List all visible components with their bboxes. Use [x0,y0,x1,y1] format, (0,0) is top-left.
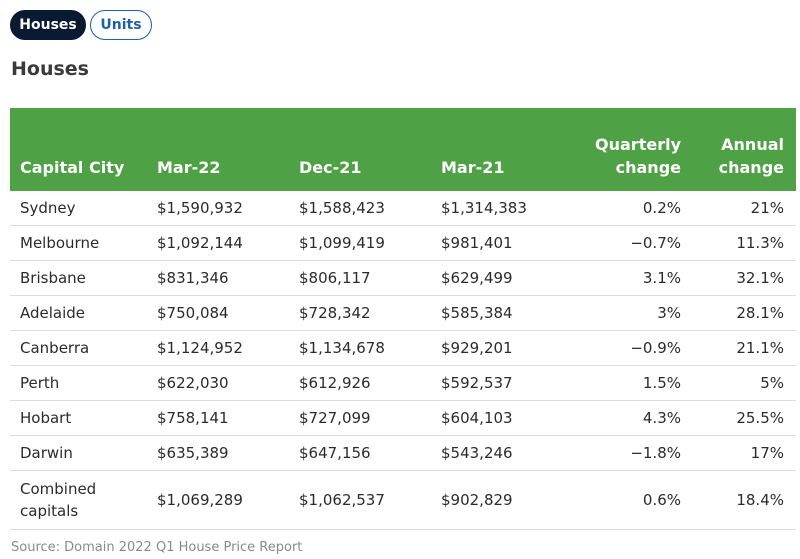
cell-mar22: $1,124,952 [147,330,289,366]
cell-mar21: $981,401 [431,225,573,261]
cell-mar21: $902,829 [431,470,573,530]
cell-mar21: $929,201 [431,330,573,366]
header-mar-22: Mar-22 [157,158,221,177]
cell-mar21: $604,103 [431,400,573,436]
cell-quarterly: 0.2% [573,191,693,226]
header-quarterly-change: Quarterly change [595,135,681,177]
cell-dec21: $1,588,423 [289,191,431,226]
cell-city: Perth [10,365,147,401]
cell-dec21: $806,117 [289,260,431,296]
cell-quarterly: −0.7% [573,225,693,261]
cell-dec21: $647,156 [289,435,431,471]
cell-annual: 21% [693,191,796,226]
cell-annual: 28.1% [693,295,796,331]
table-row: Melbourne $1,092,144 $1,099,419 $981,401 −0.… [10,225,796,261]
cell-quarterly: 1.5% [573,365,693,401]
header-capital-city: Capital City [20,158,125,177]
cell-dec21: $1,099,419 [289,225,431,261]
cell-city: Hobart [10,400,147,436]
cell-mar21: $585,384 [431,295,573,331]
cell-mar22: $758,141 [147,400,289,436]
header-mar-21: Mar-21 [441,158,505,177]
table-row: Adelaide $750,084 $728,342 $585,384 3% 28.1% [10,295,796,331]
cell-mar22: $750,084 [147,295,289,331]
cell-mar21: $1,314,383 [431,191,573,226]
cell-city: Darwin [10,435,147,471]
cell-dec21: $728,342 [289,295,431,331]
cell-mar22: $622,030 [147,365,289,401]
cell-mar22: $1,069,289 [147,470,289,530]
header-dec-21: Dec-21 [299,158,362,177]
source-note: Source: Domain 2022 Q1 House Price Repor… [11,540,303,555]
house-price-table: Capital City Mar-22 Dec-21 Mar-21 Quarte… [10,108,796,530]
cell-quarterly: 4.3% [573,400,693,436]
houses-tab-button[interactable]: Houses [10,10,86,40]
cell-mar22: $635,389 [147,435,289,471]
cell-dec21: $1,134,678 [289,330,431,366]
cell-quarterly: 3.1% [573,260,693,296]
cell-city: Canberra [10,330,147,366]
units-tab-button[interactable]: Units [90,10,152,40]
cell-annual: 11.3% [693,225,796,261]
section-heading: Houses [11,58,89,80]
cell-mar22: $1,590,932 [147,191,289,226]
cell-city: Brisbane [10,260,147,296]
cell-quarterly: 0.6% [573,470,693,530]
cell-city: Combined capitals [10,470,147,530]
cell-city: Adelaide [10,295,147,331]
table-row: Hobart $758,141 $727,099 $604,103 4.3% 25.5% [10,400,796,436]
cell-annual: 18.4% [693,470,796,530]
cell-annual: 21.1% [693,330,796,366]
table-row: Sydney $1,590,932 $1,588,423 $1,314,383 0.2%… [10,191,796,226]
cell-quarterly: 3% [573,295,693,331]
table-body: Sydney $1,590,932 $1,588,423 $1,314,383 0.2%… [10,191,796,530]
cell-dec21: $612,926 [289,365,431,401]
table-row: Perth $622,030 $612,926 $592,537 1.5% 5% [10,365,796,401]
table-row: Brisbane $831,346 $806,117 $629,499 3.1% 32.1… [10,260,796,296]
header-annual-change: Annual change [718,135,784,177]
cell-mar21: $543,246 [431,435,573,471]
cell-dec21: $727,099 [289,400,431,436]
property-type-toggle: Houses Units [10,10,152,40]
cell-city: Melbourne [10,225,147,261]
table-header-row: Capital City Mar-22 Dec-21 Mar-21 Quarte… [10,108,796,191]
cell-city: Sydney [10,191,147,226]
cell-annual: 17% [693,435,796,471]
cell-mar22: $1,092,144 [147,225,289,261]
cell-annual: 32.1% [693,260,796,296]
cell-mar21: $629,499 [431,260,573,296]
cell-quarterly: −0.9% [573,330,693,366]
cell-annual: 25.5% [693,400,796,436]
table-row: Darwin $635,389 $647,156 $543,246 −1.8% 17% [10,435,796,471]
cell-dec21: $1,062,537 [289,470,431,530]
cell-quarterly: −1.8% [573,435,693,471]
table-row: Canberra $1,124,952 $1,134,678 $929,201 −0.9… [10,330,796,366]
cell-mar22: $831,346 [147,260,289,296]
cell-mar21: $592,537 [431,365,573,401]
table-row: Combined capitals $1,069,289 $1,062,537 $90… [10,470,796,530]
cell-annual: 5% [693,365,796,401]
